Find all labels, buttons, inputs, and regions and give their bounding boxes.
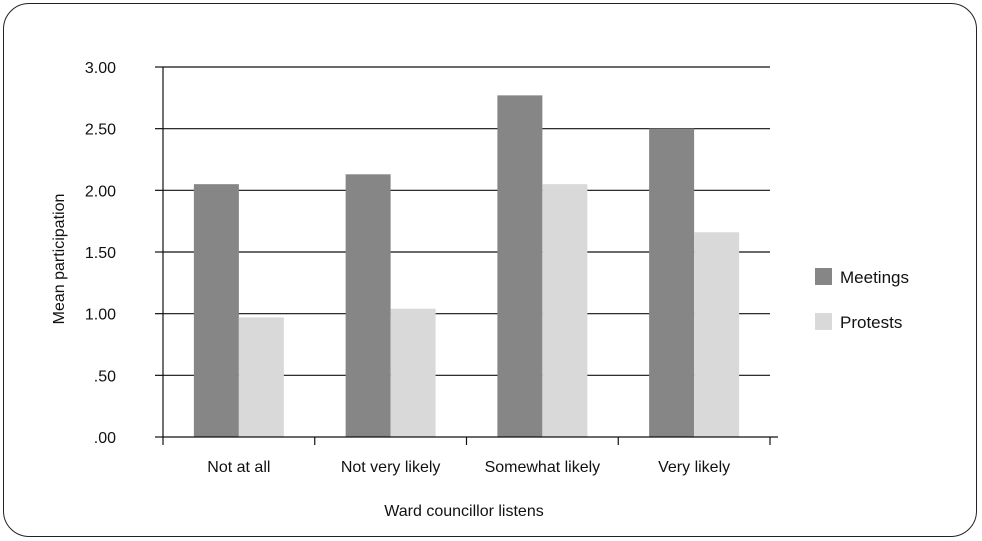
bar-meetings-4 <box>649 128 695 437</box>
x-axis-title: Ward councillor listens <box>384 503 543 520</box>
x-tick-labels: Not at all Not very likely Somewhat likely… <box>207 459 730 476</box>
x-tick-label: Not very likely <box>341 459 441 476</box>
y-tick-label: .00 <box>94 430 116 447</box>
y-tick-label: 2.00 <box>85 183 116 200</box>
y-tick-label: 2.50 <box>85 122 116 139</box>
y-tick-labels: .00 .50 1.00 1.50 2.00 2.50 3.00 <box>85 60 116 447</box>
x-tick-label: Somewhat likely <box>485 459 601 476</box>
bar-meetings-3 <box>497 95 543 437</box>
legend: Meetings Protests <box>815 268 909 332</box>
legend-label-protests: Protests <box>840 313 902 332</box>
legend-swatch-protests <box>815 313 832 330</box>
x-tick-label: Not at all <box>207 459 270 476</box>
bar-meetings-2 <box>345 174 391 438</box>
bar-protests-3 <box>542 184 588 437</box>
y-tick-label: 3.00 <box>85 60 116 77</box>
bar-protests-1 <box>238 317 284 437</box>
bar-protests-4 <box>694 232 740 437</box>
chart-frame <box>3 3 977 537</box>
y-tick-label: 1.00 <box>85 307 116 324</box>
bar-meetings-1 <box>193 184 239 437</box>
axes <box>162 67 778 445</box>
y-tick-label: .50 <box>94 368 116 385</box>
bar-protests-2 <box>390 308 436 437</box>
bars <box>193 95 740 438</box>
legend-label-meetings: Meetings <box>840 268 909 287</box>
y-tick-label: 1.50 <box>85 245 116 262</box>
y-axis-title: Mean participation <box>51 194 68 325</box>
x-tick-label: Very likely <box>658 459 730 476</box>
legend-swatch-meetings <box>815 268 832 285</box>
